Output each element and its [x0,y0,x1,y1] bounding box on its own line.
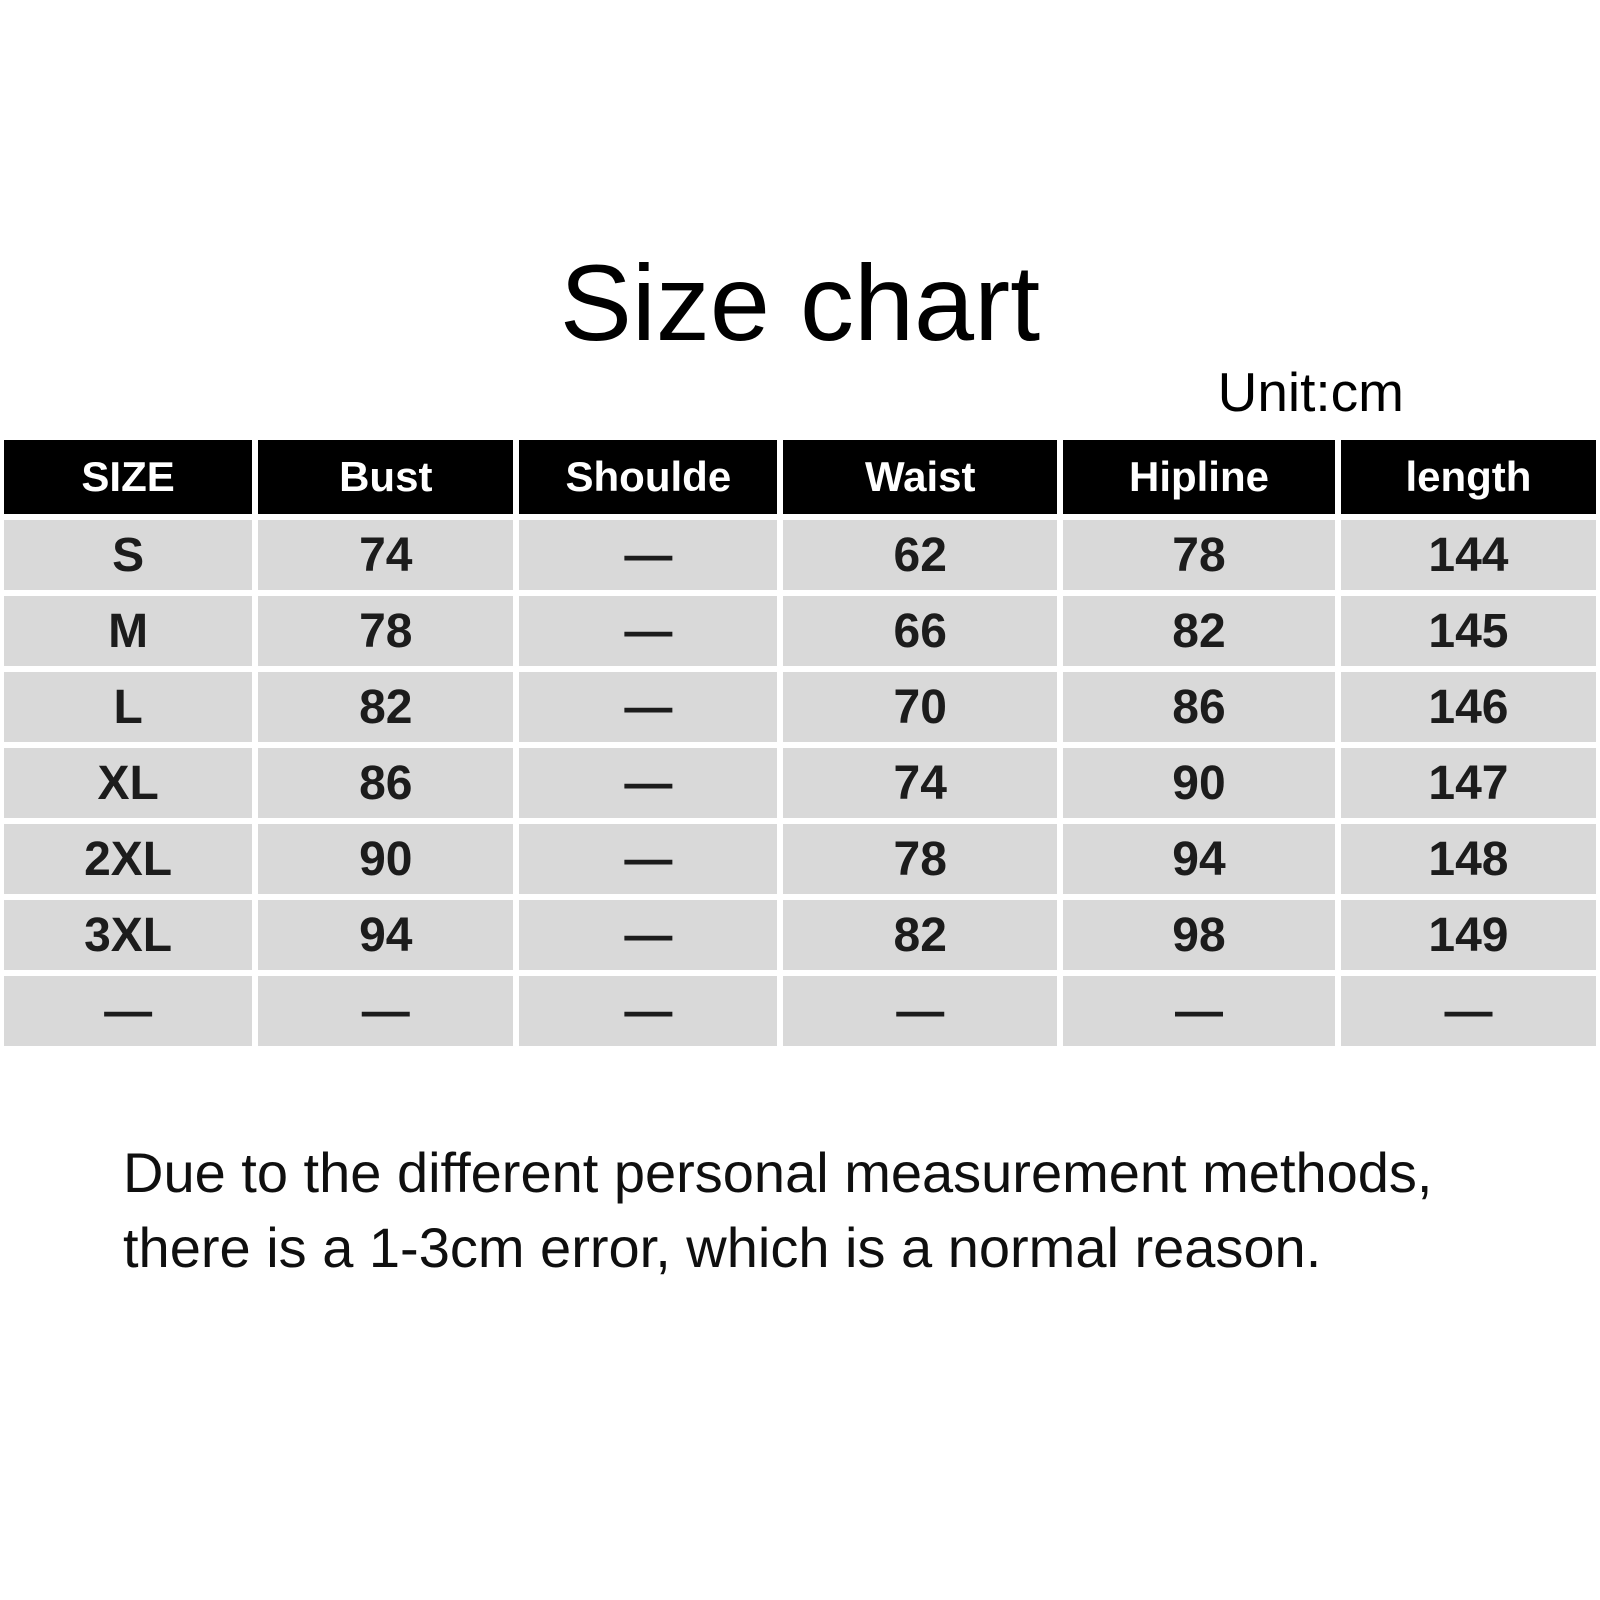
table-cell: 94 [258,900,514,970]
table-cell: 147 [1340,748,1596,818]
table-cell: 78 [1063,520,1335,590]
header-cell-length: length [1340,440,1596,514]
table-cell: 82 [783,900,1058,970]
table-cell: 66 [783,596,1058,666]
table-cell: — [519,824,778,894]
table-cell: 90 [1063,748,1335,818]
table-cell: 86 [258,748,514,818]
size-label-cell: — [4,976,253,1046]
table-cell: 146 [1340,672,1596,742]
table-cell: 82 [258,672,514,742]
table-cell: 78 [258,596,514,666]
table-cell: 82 [1063,596,1335,666]
table-cell: — [519,520,778,590]
size-label-cell: L [4,672,253,742]
note-line-1: Due to the different personal measuremen… [123,1141,1433,1204]
table-cell: — [783,976,1058,1046]
table-cell: 74 [258,520,514,590]
size-label-cell: M [4,596,253,666]
size-label-cell: S [4,520,253,590]
header-cell-bust: Bust [258,440,514,514]
table-cell: 149 [1340,900,1596,970]
size-label-cell: 2XL [4,824,253,894]
header-cell-waist: Waist [783,440,1058,514]
size-label-cell: XL [4,748,253,818]
table-cell: 78 [783,824,1058,894]
table-cell: 144 [1340,520,1596,590]
table-cell: 148 [1340,824,1596,894]
header-cell-hipline: Hipline [1063,440,1335,514]
table-cell: — [519,596,778,666]
table-cell: 94 [1063,824,1335,894]
table-cell: — [519,900,778,970]
size-table: SIZE Bust Shoulde Waist Hipline length S 74—62 7… [4,440,1596,1046]
table-cell: — [519,672,778,742]
table-cell: — [1063,976,1335,1046]
header-cell-shoulde: Shoulde [519,440,778,514]
header-cell-size: SIZE [4,440,253,514]
table-cell: 70 [783,672,1058,742]
measurement-note: Due to the different personal measuremen… [123,1135,1433,1285]
table-cell: 98 [1063,900,1335,970]
table-cell: — [519,748,778,818]
size-label-cell: 3XL [4,900,253,970]
table-cell: — [1340,976,1596,1046]
table-cell: 145 [1340,596,1596,666]
note-line-2: there is a 1-3cm error, which is a norma… [123,1216,1322,1279]
table-cell: — [258,976,514,1046]
unit-label: Unit:cm [1217,361,1404,423]
table-cell: 86 [1063,672,1335,742]
table-cell: 90 [258,824,514,894]
page-title: Size chart [559,242,1041,363]
table-cell: 62 [783,520,1058,590]
table-cell: 74 [783,748,1058,818]
table-cell: — [519,976,778,1046]
